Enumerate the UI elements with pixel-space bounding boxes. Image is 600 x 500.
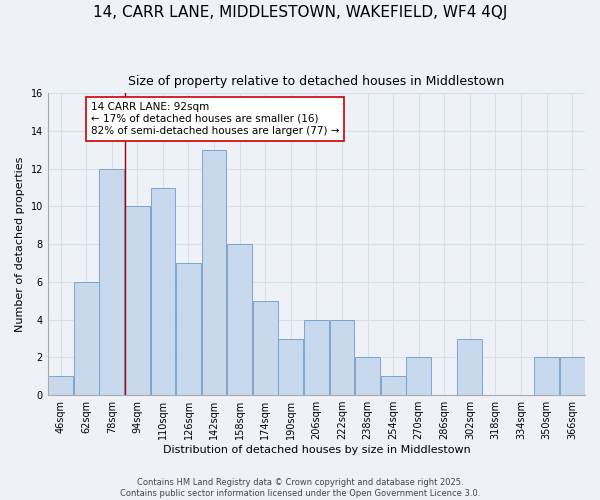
Bar	[381, 376, 406, 395]
Text: 14 CARR LANE: 92sqm
← 17% of detached houses are smaller (16)
82% of semi-detach: 14 CARR LANE: 92sqm ← 17% of detached ho…	[91, 102, 339, 136]
Bar	[457, 338, 482, 395]
Text: 14, CARR LANE, MIDDLESTOWN, WAKEFIELD, WF4 4QJ: 14, CARR LANE, MIDDLESTOWN, WAKEFIELD, W…	[93, 5, 507, 20]
Bar	[151, 188, 175, 395]
Bar	[227, 244, 252, 395]
Bar	[560, 358, 584, 395]
Bar	[253, 301, 278, 395]
Title: Size of property relative to detached houses in Middlestown: Size of property relative to detached ho…	[128, 75, 505, 88]
Bar	[74, 282, 98, 395]
Bar	[304, 320, 329, 395]
Bar	[202, 150, 226, 395]
Bar	[100, 169, 124, 395]
Bar	[406, 358, 431, 395]
Text: Contains HM Land Registry data © Crown copyright and database right 2025.
Contai: Contains HM Land Registry data © Crown c…	[120, 478, 480, 498]
Bar	[329, 320, 355, 395]
Bar	[355, 358, 380, 395]
X-axis label: Distribution of detached houses by size in Middlestown: Distribution of detached houses by size …	[163, 445, 470, 455]
Bar	[176, 263, 201, 395]
Bar	[278, 338, 303, 395]
Bar	[48, 376, 73, 395]
Bar	[125, 206, 150, 395]
Bar	[534, 358, 559, 395]
Y-axis label: Number of detached properties: Number of detached properties	[15, 156, 25, 332]
